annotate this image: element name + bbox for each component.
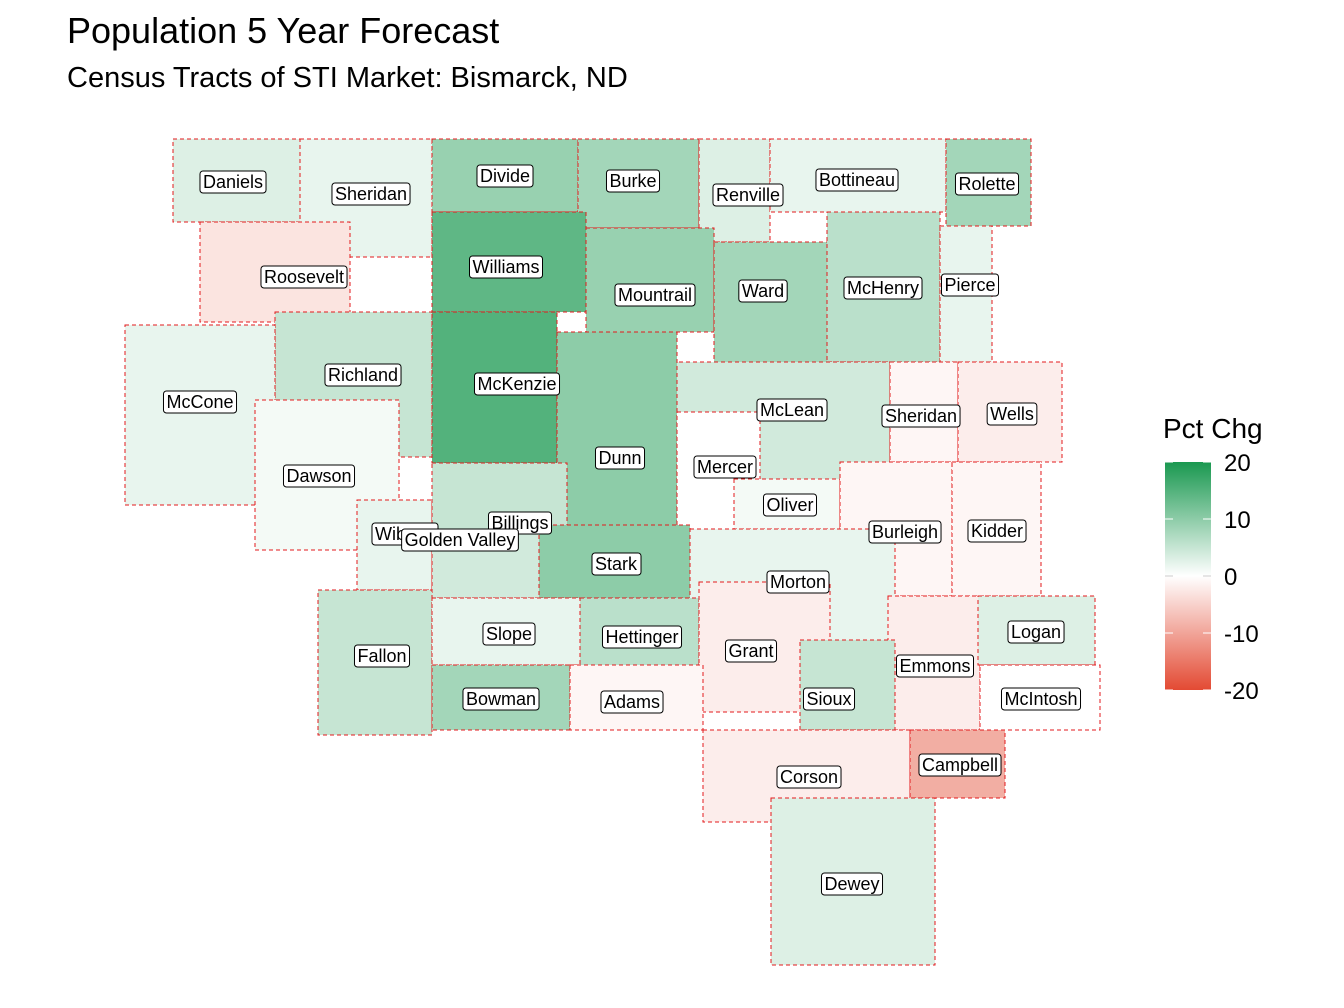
county-labels: Daniels Sheridan Divide Burke Renville Bottin…	[162, 164, 1082, 896]
county-label-text: Williams	[473, 257, 540, 277]
legend-tick: 20	[1224, 450, 1251, 477]
county-label-text: Fallon	[357, 646, 406, 666]
county-label-text: Wells	[990, 404, 1034, 424]
county-label: Morton	[766, 570, 830, 594]
county-label-text: Burke	[609, 171, 656, 191]
county-label: Bottineau	[815, 168, 899, 192]
county-label: Golden Valley	[401, 528, 519, 552]
county-label-text: Kidder	[971, 521, 1023, 541]
county-label-text: McHenry	[847, 278, 919, 298]
legend-tick: 10	[1224, 507, 1251, 534]
county-label-text: Oliver	[766, 495, 813, 515]
legend-tick: 0	[1224, 564, 1238, 591]
county-label-text: Roosevelt	[264, 267, 344, 287]
county-polygon	[124, 324, 276, 506]
county-label-text: Slope	[486, 624, 532, 644]
county-label-text: Renville	[716, 185, 780, 205]
county-label-text: Stark	[595, 554, 638, 574]
county-label: Adams	[600, 690, 664, 714]
county-label-text: Adams	[604, 692, 660, 712]
county-label: Sheridan	[331, 182, 411, 206]
county-label: Slope	[482, 622, 536, 646]
county-label-text: Grant	[728, 641, 773, 661]
county-label: Ward	[738, 279, 788, 303]
county-label-text: McIntosh	[1004, 689, 1077, 709]
county-label-text: Richland	[328, 365, 398, 385]
county-label-text: Pierce	[944, 275, 995, 295]
county-label: Logan	[1007, 620, 1065, 644]
county-label: Roosevelt	[260, 265, 348, 289]
county-label: Corson	[776, 765, 842, 789]
county-label-text: Morton	[770, 572, 826, 592]
county-label: Burke	[605, 169, 661, 193]
county-label-text: Sioux	[806, 689, 851, 709]
county-label: Emmons	[895, 654, 975, 678]
county-label-text: Dawson	[286, 466, 351, 486]
county-polygon	[799, 639, 896, 731]
county-label-text: Dewey	[824, 874, 879, 894]
county-label-text: McCone	[166, 392, 233, 412]
county-label-text: Divide	[480, 166, 530, 186]
county-label-text: Burleigh	[872, 522, 938, 542]
county-label: Mountrail	[614, 283, 696, 307]
county-label-text: Mercer	[697, 457, 753, 477]
county-label-text: Sheridan	[885, 406, 957, 426]
county-label: McCone	[162, 390, 238, 414]
county-label: Renville	[712, 183, 784, 207]
county-label: Dewey	[820, 872, 884, 896]
county-label-text: Hettinger	[605, 627, 678, 647]
county-label: Daniels	[199, 170, 267, 194]
county-label: Burleigh	[868, 520, 942, 544]
map-subtitle: Census Tracts of STI Market: Bismarck, N…	[67, 62, 628, 94]
county-label-text: Dunn	[598, 448, 641, 468]
legend-tick: -10	[1224, 621, 1259, 648]
county-label: Stark	[591, 552, 642, 576]
county-label-text: Rolette	[958, 174, 1015, 194]
county-label-text: Emmons	[899, 656, 970, 676]
county-label: McLean	[756, 398, 828, 422]
county-label: Grant	[724, 639, 778, 663]
county-label: Kidder	[967, 519, 1027, 543]
county-label-text: McKenzie	[477, 374, 556, 394]
county-label: Williams	[469, 255, 543, 279]
county-label-text: Billings	[491, 513, 548, 533]
county-polygon	[556, 331, 678, 530]
county-label: Pierce	[940, 273, 1000, 297]
county-polygon	[585, 227, 715, 333]
county-label: Dunn	[594, 446, 646, 470]
legend-tick: -20	[1224, 678, 1259, 705]
legend-title: Pct Chg	[1163, 413, 1263, 444]
county-label: Fallon	[353, 644, 411, 668]
county-label-text: McLean	[760, 400, 824, 420]
county-label: McIntosh	[1000, 687, 1082, 711]
county-label: Oliver	[762, 493, 818, 517]
legend-color-bar	[1165, 462, 1211, 690]
county-label: Hettinger	[601, 625, 683, 649]
county-label: Campbell	[918, 753, 1002, 777]
county-label: Mercer	[693, 455, 757, 479]
county-label: Sheridan	[881, 404, 961, 428]
county-label: Bowman	[462, 687, 540, 711]
county-label: Divide	[476, 164, 534, 188]
county-label-text: Mountrail	[618, 285, 692, 305]
map-title: Population 5 Year Forecast	[67, 10, 500, 51]
county-polygons	[124, 138, 1101, 966]
county-label-text: Bowman	[466, 689, 536, 709]
county-label: McKenzie	[473, 372, 561, 396]
county-label-text: Campbell	[922, 755, 998, 775]
county-label-text: Sheridan	[335, 184, 407, 204]
county-label-text: Corson	[780, 767, 838, 787]
county-label: Rolette	[954, 172, 1020, 196]
county-label: McHenry	[843, 276, 923, 300]
county-label: Dawson	[282, 464, 356, 488]
county-label-text: Logan	[1011, 622, 1061, 642]
county-label-text: Bottineau	[819, 170, 895, 190]
county-label: Wells	[986, 402, 1038, 426]
county-label: Sioux	[802, 687, 856, 711]
county-label-text: Ward	[742, 281, 784, 301]
county-label-text: Daniels	[203, 172, 263, 192]
county-label: Richland	[324, 363, 402, 387]
county-label-text: Golden Valley	[405, 530, 516, 550]
